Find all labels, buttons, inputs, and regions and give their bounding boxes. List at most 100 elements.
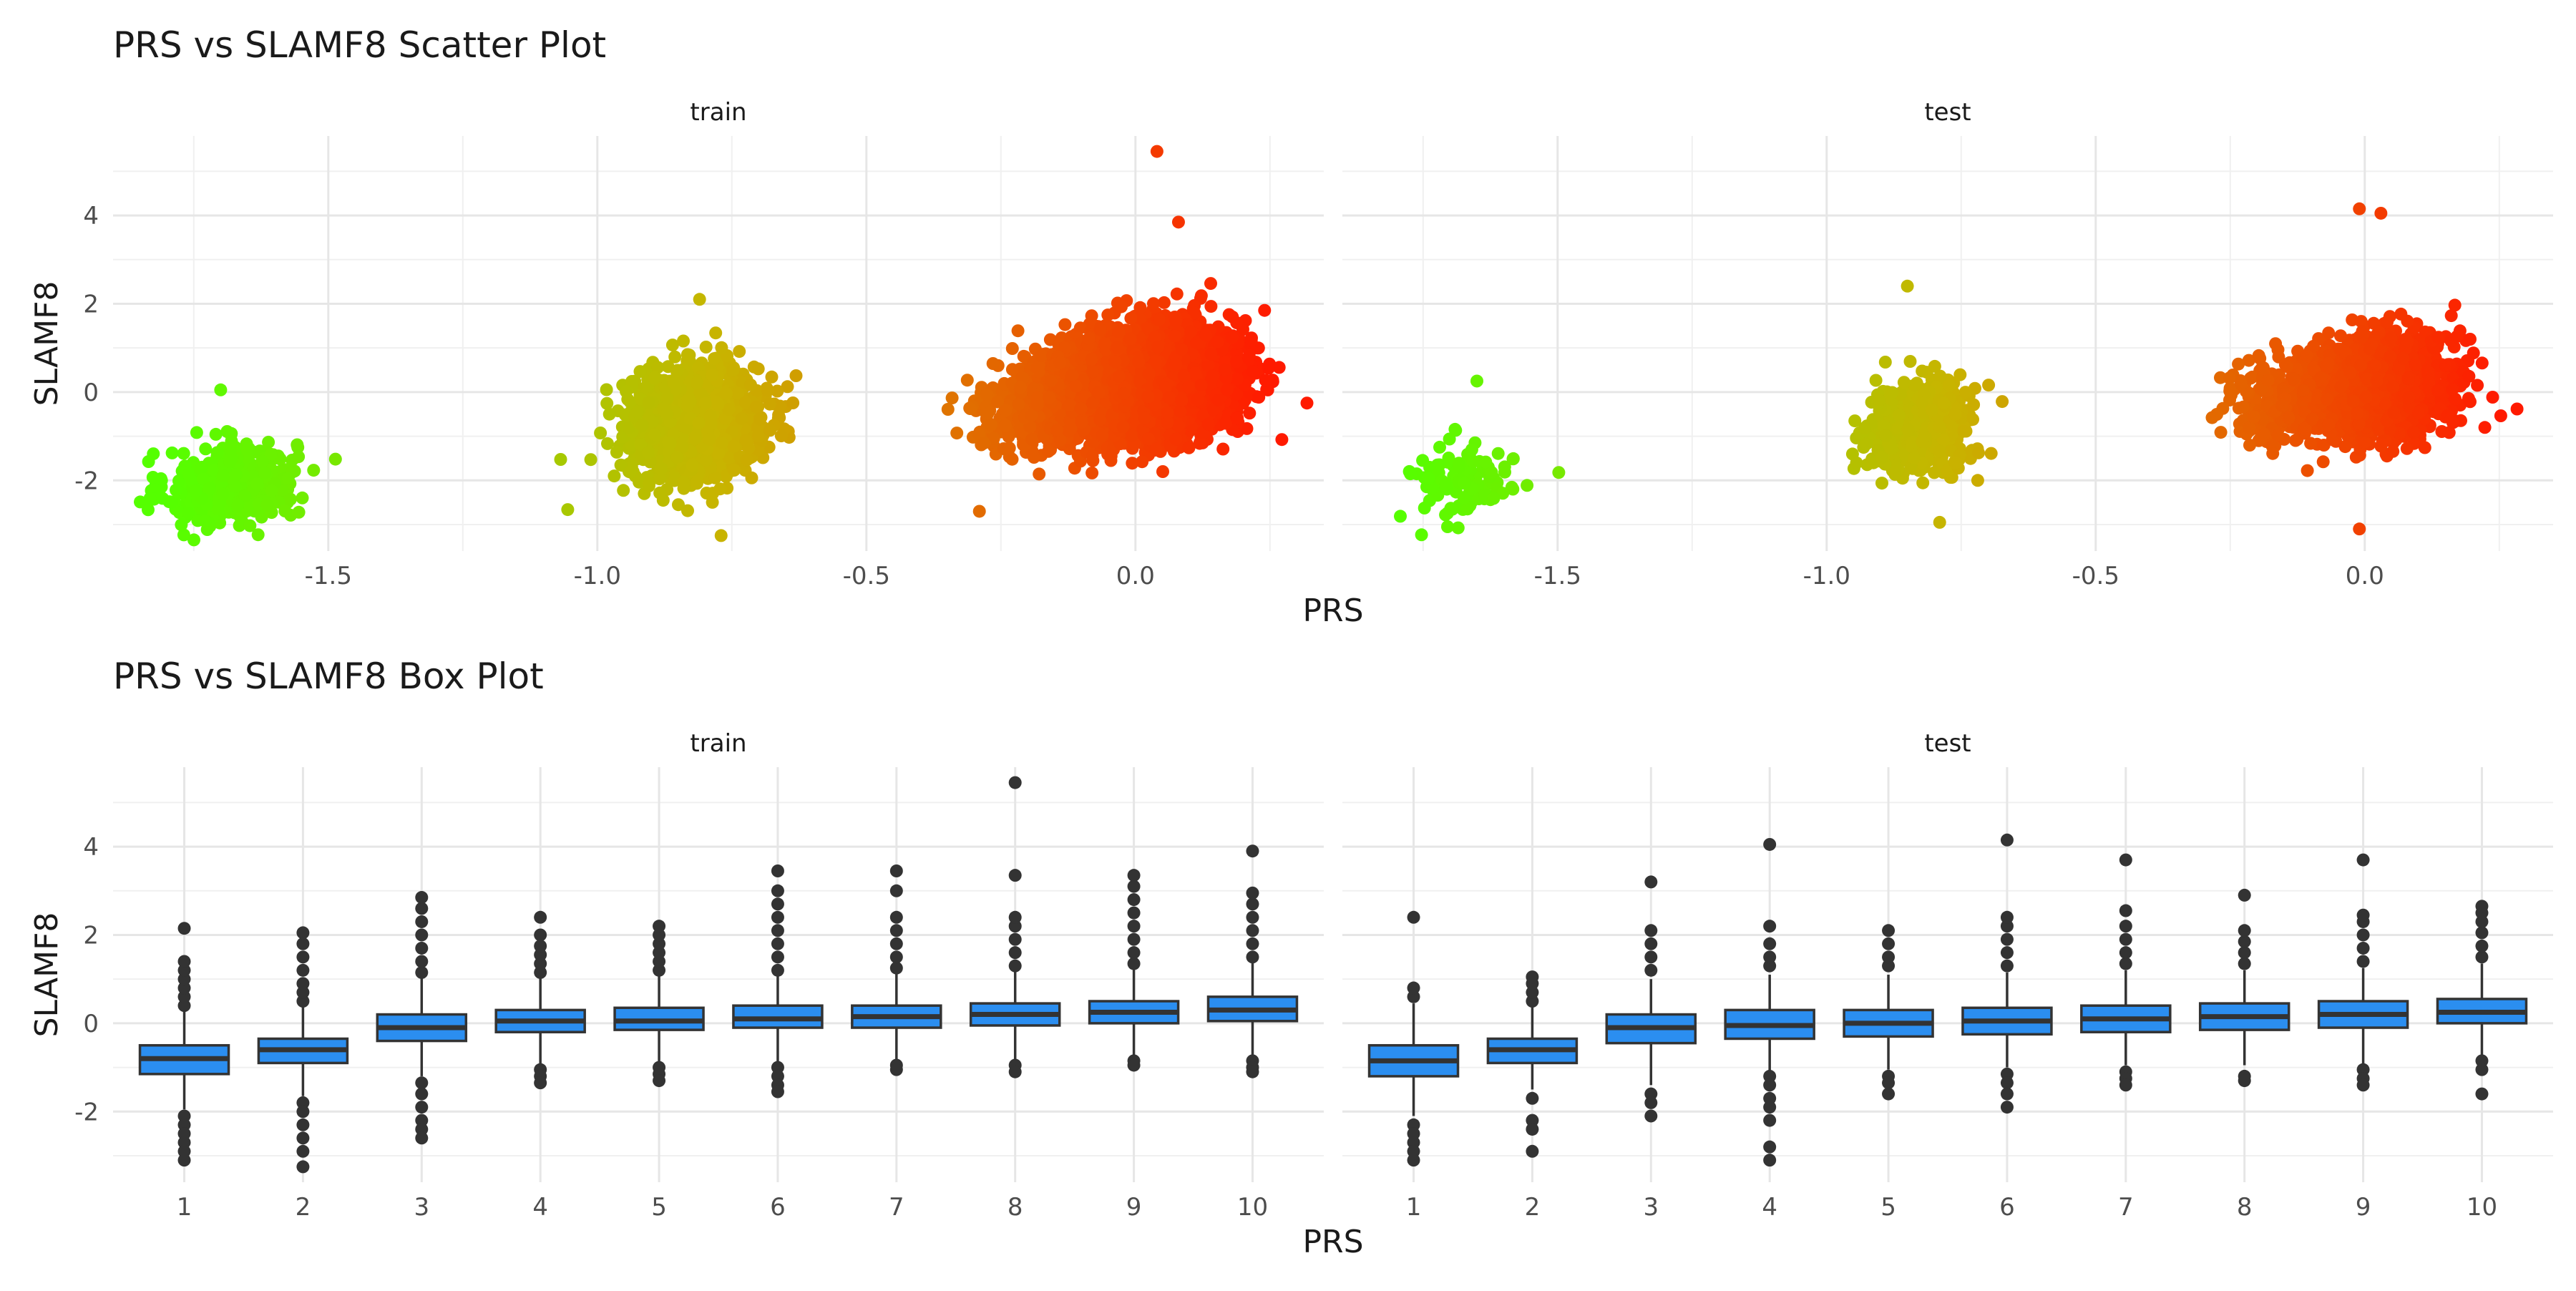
scatter-point	[741, 454, 753, 467]
scatter-point	[643, 477, 655, 489]
scatter-point	[688, 432, 701, 445]
scatter-point	[1243, 406, 1256, 419]
scatter-point	[763, 424, 776, 437]
scatter-point	[170, 484, 182, 497]
scatter-panel-label-train: train	[690, 98, 746, 127]
scatter-point	[964, 402, 977, 415]
scatter-point	[242, 445, 255, 458]
scatter-point	[199, 442, 212, 455]
scatter-point	[672, 498, 685, 511]
scatter-point	[700, 341, 713, 354]
scatter-point	[740, 434, 753, 447]
scatter-point	[660, 408, 673, 421]
scatter-point	[144, 492, 157, 505]
scatter-point	[753, 413, 766, 426]
scatter-point	[746, 472, 758, 484]
scatter-point	[175, 518, 187, 531]
scatter-point	[1147, 297, 1160, 310]
scatter-point	[752, 362, 765, 375]
scatter-point	[561, 503, 574, 516]
scatter-point	[980, 388, 993, 401]
scatter-point	[631, 405, 644, 418]
scatter-point	[720, 387, 733, 400]
scatter-point	[1013, 398, 1025, 411]
scatter-point	[223, 455, 236, 468]
scatter-point	[1006, 342, 1019, 355]
scatter-title: PRS vs SLAMF8 Scatter Plot	[113, 24, 606, 66]
scatter-point	[232, 498, 245, 511]
scatter-point	[726, 364, 739, 377]
scatter-point	[258, 467, 271, 479]
scatter-point	[600, 384, 613, 396]
scatter-point	[790, 369, 803, 382]
scatter-point	[775, 429, 788, 442]
scatter-point	[744, 379, 757, 391]
scatter-point	[708, 352, 721, 365]
scatter-point	[634, 365, 647, 378]
scatter-point	[716, 437, 728, 449]
scatter-point	[292, 450, 305, 463]
scatter-point	[243, 520, 256, 532]
scatter-point	[293, 506, 306, 519]
scatter-point	[203, 482, 216, 495]
scatter-point	[653, 487, 666, 500]
scatter-point	[648, 428, 661, 441]
scatter-point	[703, 433, 716, 446]
scatter-point	[216, 487, 229, 500]
scatter-point	[715, 341, 728, 354]
scatter-point	[691, 376, 703, 389]
scatter-point	[1006, 453, 1019, 466]
scatter-point	[142, 455, 155, 468]
scatter-point	[620, 385, 633, 398]
scatter-point	[763, 398, 776, 411]
scatter-point	[142, 503, 155, 516]
scatter-point	[977, 437, 990, 449]
scatter-point	[700, 454, 713, 467]
scatter-point	[677, 335, 690, 348]
scatter-point	[643, 396, 655, 409]
scatter-point	[182, 468, 195, 481]
scatter-point	[190, 426, 203, 439]
scatter-point	[946, 391, 959, 404]
scatter-point	[1058, 318, 1071, 331]
scatter-point	[608, 469, 620, 482]
scatter-point	[736, 412, 748, 425]
scatter-point	[147, 471, 160, 484]
scatter-point	[985, 419, 997, 432]
scatter-point	[1028, 451, 1040, 464]
scatter-point	[705, 417, 718, 430]
scatter-point	[686, 459, 698, 472]
scatter-point	[1003, 442, 1016, 454]
scatter-point	[1133, 301, 1146, 314]
scatter-point	[329, 453, 342, 466]
scatter-point	[691, 476, 703, 489]
scatter-point	[709, 326, 722, 339]
scatter-point	[671, 364, 684, 377]
scatter-point	[1033, 467, 1045, 480]
scatter-point	[190, 484, 203, 497]
scatter-point	[1012, 324, 1025, 337]
scatter-point	[950, 427, 963, 439]
scatter-point	[750, 400, 763, 413]
scatter-point	[585, 453, 597, 466]
scatter-point	[296, 492, 309, 505]
scatter-point	[1275, 433, 1288, 446]
scatter-point	[617, 484, 630, 497]
scatter-point	[307, 464, 320, 477]
scatter-point	[594, 427, 607, 439]
scatter-point	[655, 462, 668, 475]
scatter-point	[600, 397, 613, 410]
scatter-point	[262, 436, 275, 449]
scatter-point	[677, 476, 690, 489]
scatter-point	[693, 416, 706, 429]
scatter-point	[668, 351, 681, 364]
scatter-point	[195, 461, 208, 474]
scatter-point	[603, 408, 616, 421]
scatter-point	[684, 395, 697, 408]
scatter-point	[961, 374, 974, 386]
scatter-point	[1156, 465, 1169, 478]
scatter-point	[217, 469, 230, 482]
scatter-point	[1042, 445, 1055, 458]
